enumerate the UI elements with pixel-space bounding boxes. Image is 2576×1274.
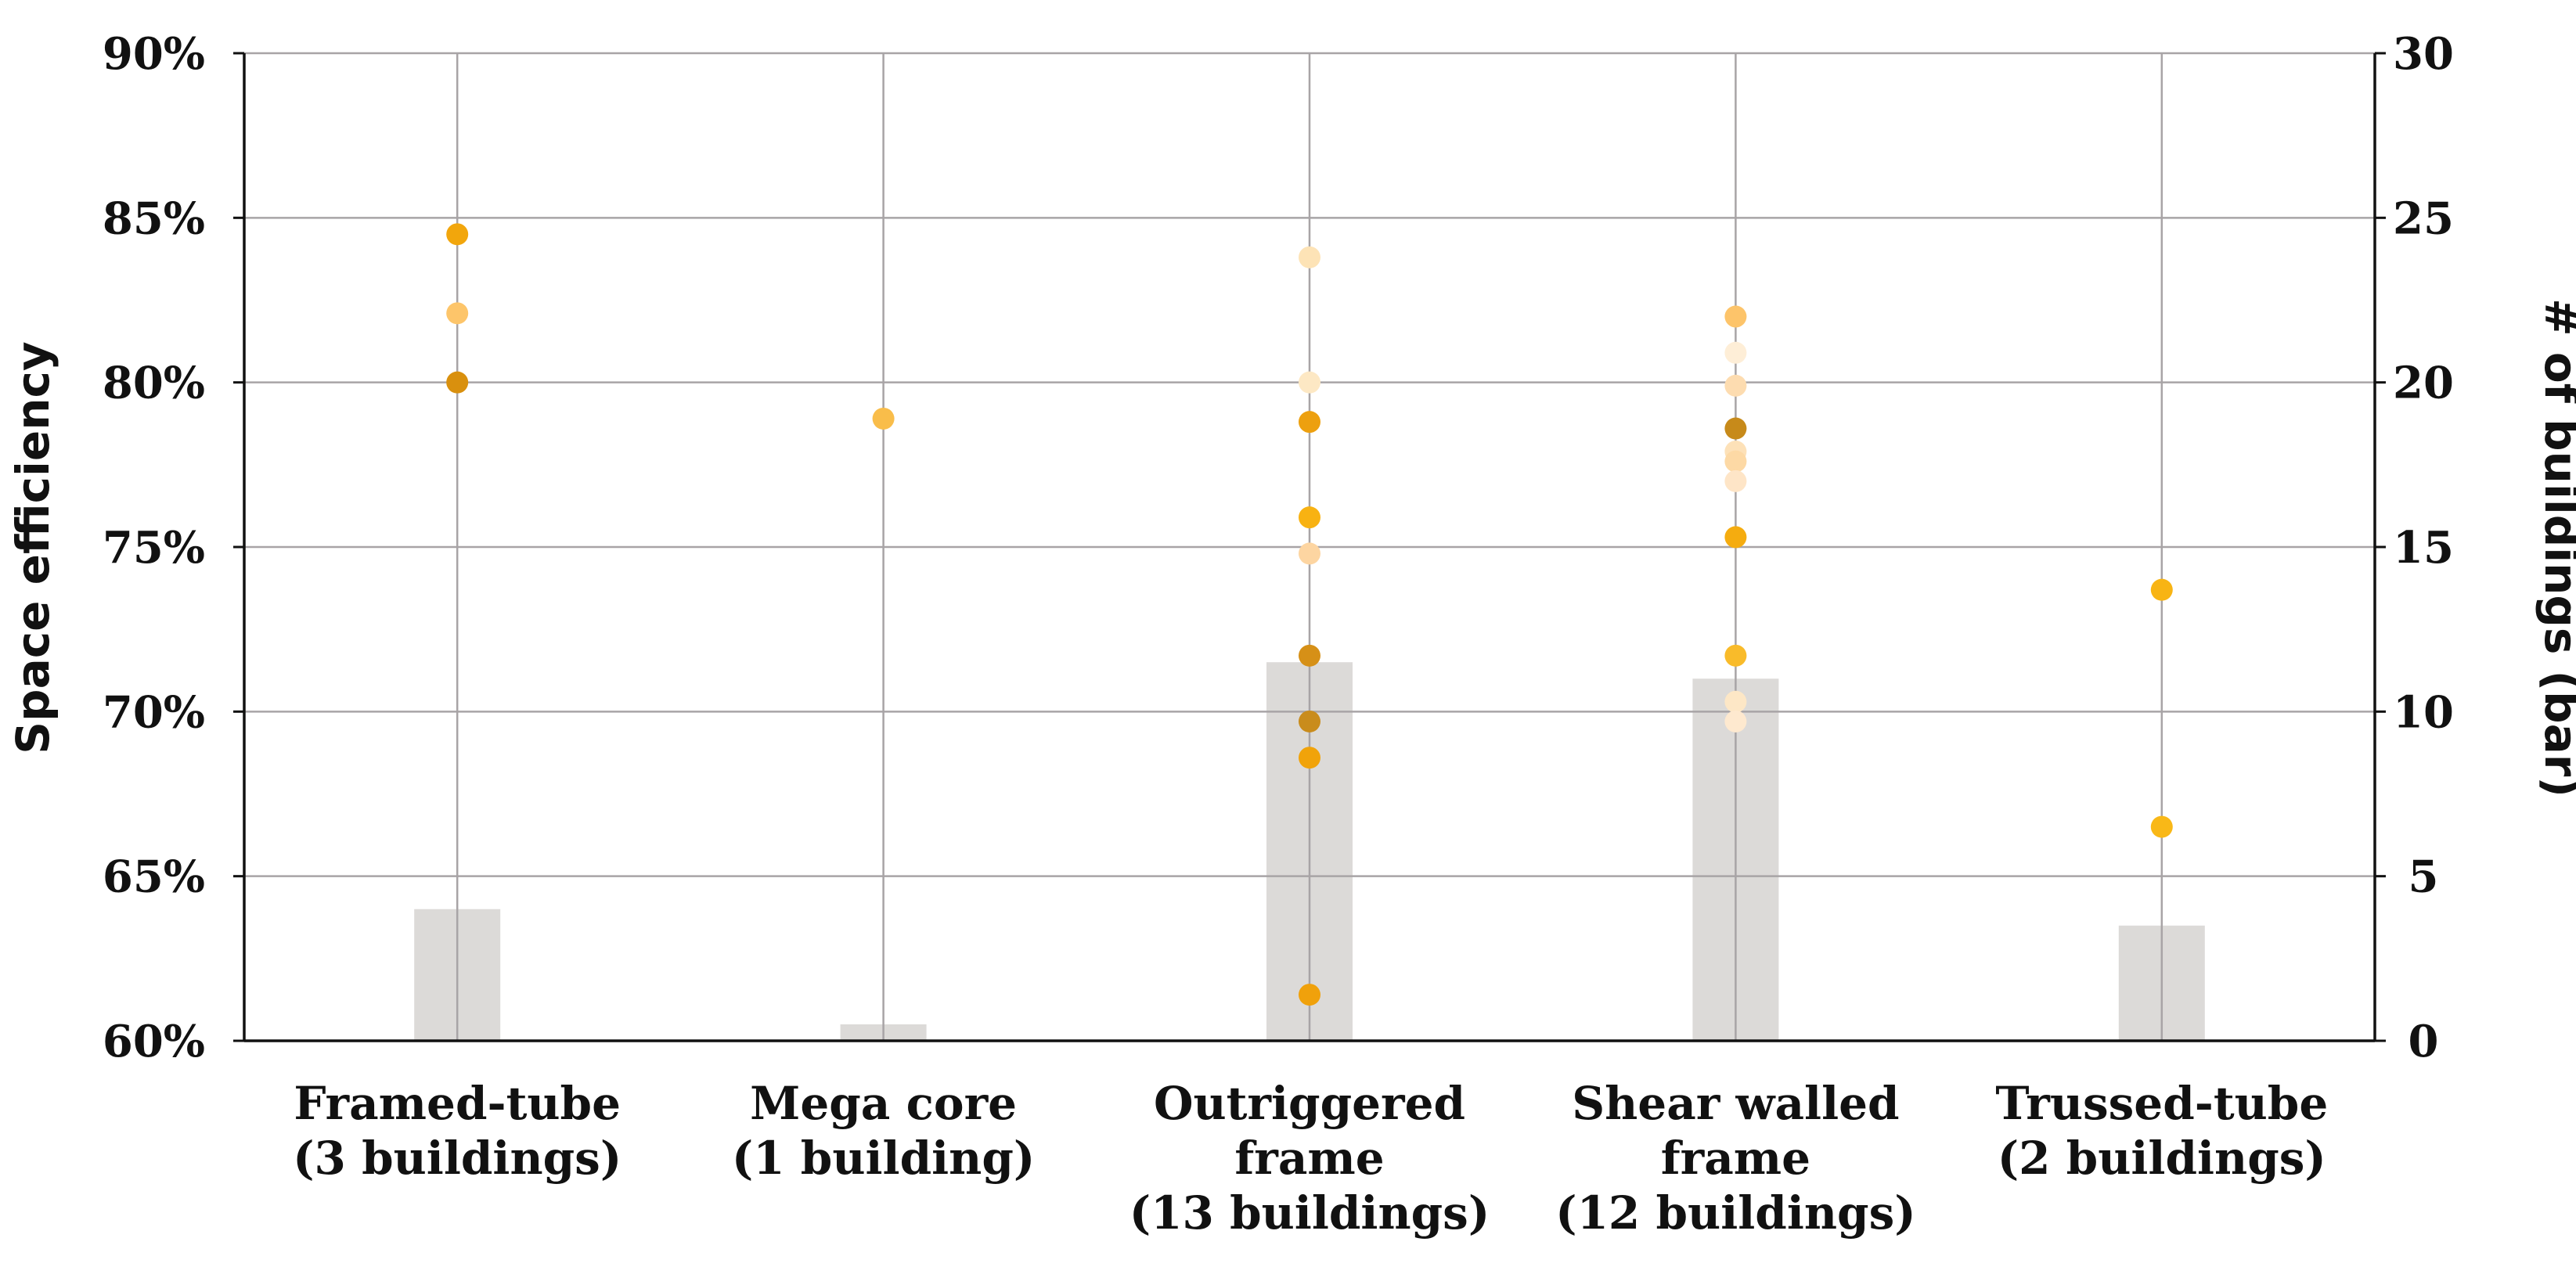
right-tick-label-0: 0 — [2408, 1016, 2439, 1067]
point-22 — [1724, 690, 1747, 713]
point-8 — [1299, 542, 1320, 565]
category-label-4-line-2: (2 buildings) — [1998, 1132, 2326, 1185]
point-2 — [446, 371, 469, 394]
category-label-0-line-1: Framed-tube — [294, 1077, 621, 1130]
y-axis-left-title: Space efficiency — [6, 341, 59, 754]
category-label-2-line-3: (13 buildings) — [1129, 1186, 1490, 1240]
point-5 — [1299, 371, 1320, 394]
right-tick-label-5: 25 — [2393, 193, 2454, 244]
left-tick-label-6: 90% — [103, 28, 205, 80]
category-label-3-line-1: Shear walled — [1572, 1077, 1899, 1130]
point-6 — [1299, 411, 1320, 434]
category-label-2-line-2: frame — [1234, 1132, 1384, 1185]
point-0 — [446, 223, 469, 246]
points-layer — [446, 223, 2173, 1006]
left-tick-label-2: 70% — [103, 686, 205, 738]
right-tick-label-6: 30 — [2393, 28, 2454, 80]
point-11 — [1299, 747, 1320, 769]
point-24 — [2150, 578, 2173, 601]
labels-layer: Space efficiency # of buildings (bar) 60… — [6, 28, 2576, 1240]
point-12 — [1299, 984, 1320, 1006]
category-label-3-line-2: frame — [1661, 1132, 1810, 1185]
point-9 — [1299, 644, 1320, 667]
left-tick-label-3: 75% — [103, 522, 205, 574]
axes-layer — [233, 52, 2386, 1042]
left-tick-label-5: 85% — [103, 193, 205, 244]
category-label-1-line-2: (1 building) — [732, 1132, 1036, 1185]
right-tick-label-2: 10 — [2393, 686, 2454, 738]
point-3 — [872, 407, 895, 430]
point-13 — [1724, 305, 1747, 328]
category-label-4-line-1: Trussed-tube — [1995, 1077, 2328, 1130]
point-7 — [1299, 506, 1320, 529]
category-label-1-line-1: Mega core — [750, 1077, 1017, 1130]
category-label-3-line-3: (12 buildings) — [1555, 1186, 1916, 1240]
point-1 — [446, 302, 469, 325]
point-25 — [2150, 815, 2173, 838]
left-tick-label-0: 60% — [103, 1016, 205, 1067]
right-tick-label-3: 15 — [2393, 522, 2454, 574]
point-10 — [1299, 710, 1320, 732]
point-19 — [1724, 470, 1747, 492]
point-20 — [1724, 526, 1747, 549]
point-15 — [1724, 374, 1747, 397]
category-label-0-line-2: (3 buildings) — [293, 1132, 621, 1185]
left-tick-label-1: 65% — [103, 851, 205, 903]
point-4 — [1299, 246, 1320, 268]
grid-layer — [244, 52, 2375, 1041]
category-label-2-line-1: Outriggered — [1154, 1077, 1465, 1130]
left-tick-label-4: 80% — [103, 358, 205, 409]
right-tick-label-4: 20 — [2393, 358, 2454, 409]
point-21 — [1724, 644, 1747, 667]
y-axis-right-title: # of buildings (bar) — [2535, 298, 2576, 797]
point-18 — [1724, 450, 1747, 473]
point-14 — [1724, 341, 1747, 364]
point-23 — [1724, 710, 1747, 732]
point-16 — [1724, 417, 1747, 440]
right-tick-label-1: 5 — [2408, 851, 2439, 903]
